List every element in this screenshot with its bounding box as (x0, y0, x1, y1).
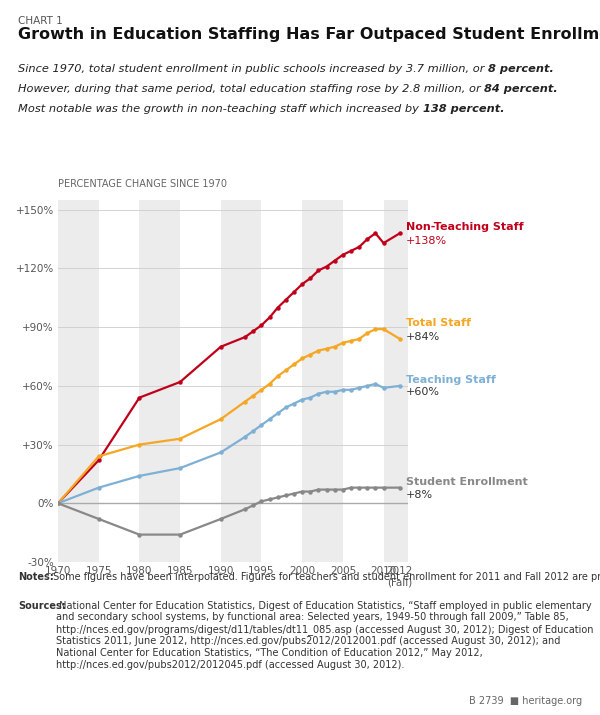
Text: B 2739  ■ heritage.org: B 2739 ■ heritage.org (469, 696, 582, 706)
Text: National Center for Education Statistics, Digest of Education Statistics, “Staff: National Center for Education Statistics… (56, 601, 593, 669)
Bar (343, 200, 383, 562)
Text: PERCENTAGE CHANGE SINCE 1970: PERCENTAGE CHANGE SINCE 1970 (58, 179, 227, 189)
Text: +8%: +8% (406, 490, 433, 500)
Text: Some figures have been interpolated. Figures for teachers and student enrollment: Some figures have been interpolated. Fig… (50, 572, 600, 582)
Text: However, during that same period, total education staffing rose by 2.8 million, : However, during that same period, total … (18, 84, 484, 94)
Text: Total Staff: Total Staff (406, 318, 471, 328)
Bar (180, 200, 221, 562)
Bar (98, 200, 139, 562)
Text: 84 percent.: 84 percent. (484, 84, 558, 94)
Text: Most notable was the growth in non-teaching staff which increased by: Most notable was the growth in non-teach… (18, 104, 422, 114)
Text: +84%: +84% (406, 332, 440, 342)
Text: Teaching Staff: Teaching Staff (406, 375, 496, 385)
Text: +138%: +138% (406, 236, 447, 246)
Text: 138 percent.: 138 percent. (422, 104, 504, 114)
Text: CHART 1: CHART 1 (18, 16, 63, 26)
Bar (262, 200, 302, 562)
Text: Since 1970, total student enrollment in public schools increased by 3.7 million,: Since 1970, total student enrollment in … (18, 64, 488, 74)
Text: Student Enrollment: Student Enrollment (406, 477, 527, 487)
Text: 8 percent.: 8 percent. (488, 64, 554, 74)
Text: Notes:: Notes: (18, 572, 54, 582)
Text: Growth in Education Staffing Has Far Outpaced Student Enrollment: Growth in Education Staffing Has Far Out… (18, 27, 600, 42)
Text: Sources:: Sources: (18, 601, 66, 611)
Text: +60%: +60% (406, 387, 440, 397)
Text: Non-Teaching Staff: Non-Teaching Staff (406, 222, 523, 232)
